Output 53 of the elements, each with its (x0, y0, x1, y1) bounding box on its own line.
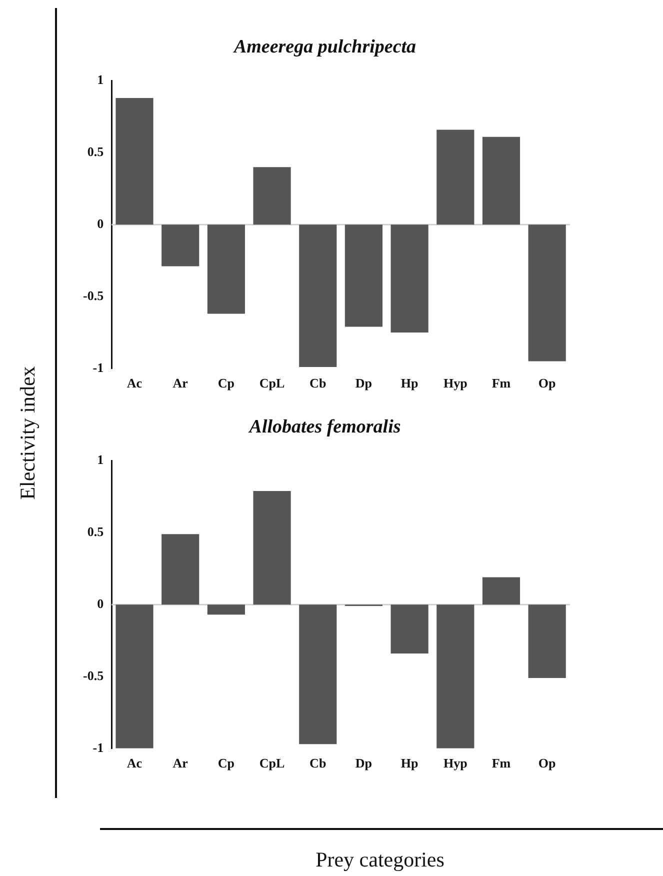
x-tick-label: Fm (492, 376, 511, 391)
x-tick-label: Op (538, 376, 556, 391)
bar (390, 604, 428, 654)
y-tick-label: 0 (97, 596, 104, 611)
y-tick-label: 0 (97, 216, 104, 231)
x-tick-label: Cp (218, 756, 234, 771)
x-tick-label: CpL (259, 756, 285, 771)
chart-title: Allobates femoralis (248, 416, 401, 438)
x-tick-label: Ac (126, 756, 142, 771)
x-tick-label: Ac (126, 376, 142, 391)
y-tick-label: 1 (97, 452, 104, 468)
x-tick-label: Hp (400, 376, 418, 391)
y-axis-title: Electivity index (16, 366, 40, 500)
x-tick-label: Hyp (443, 376, 468, 391)
x-tick-label: Cb (310, 756, 326, 771)
bar (344, 224, 383, 327)
bar (253, 491, 291, 605)
x-tick-label: Op (538, 756, 556, 771)
bar (207, 224, 245, 314)
bar (528, 224, 566, 362)
bar (390, 224, 428, 332)
bar (116, 604, 154, 748)
bar (436, 604, 474, 748)
bar (528, 604, 566, 678)
x-tick-label: Cp (218, 376, 234, 391)
x-tick-label: Cb (310, 376, 326, 391)
bar (482, 136, 520, 225)
x-tick-label: Hp (400, 756, 418, 771)
y-tick-label: -1 (92, 740, 104, 755)
y-tick-label: -0.5 (82, 668, 104, 683)
bar (436, 130, 474, 225)
x-tick-label: Fm (492, 756, 511, 771)
bar (299, 224, 337, 367)
chart-title: Ameerega pulchripecta (232, 36, 417, 58)
x-tick-label: Ar (172, 756, 188, 771)
y-tick-label: 1 (97, 72, 104, 88)
x-tick-label: Dp (355, 376, 372, 391)
bar (207, 604, 245, 615)
y-tick-label: -1 (92, 360, 104, 375)
bar (162, 534, 200, 605)
x-tick-label: CpL (259, 376, 285, 391)
y-tick-label: -0.5 (82, 288, 104, 303)
y-tick-label: 0.5 (87, 144, 104, 160)
bar (482, 577, 520, 605)
bar (253, 167, 291, 225)
x-tick-label: Hyp (443, 756, 468, 771)
bar (299, 604, 337, 744)
x-tick-label: Ar (172, 376, 188, 391)
bar (162, 224, 200, 266)
x-tick-label: Dp (355, 756, 372, 771)
x-axis-title: Prey categories (316, 848, 444, 872)
y-tick-label: 0.5 (87, 524, 104, 540)
bar (116, 98, 154, 225)
